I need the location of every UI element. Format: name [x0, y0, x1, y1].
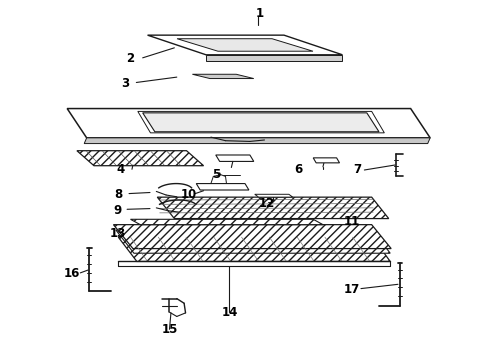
Polygon shape	[147, 35, 343, 55]
Polygon shape	[67, 109, 430, 138]
Text: 6: 6	[294, 163, 303, 176]
Polygon shape	[157, 197, 389, 219]
Polygon shape	[114, 225, 391, 249]
Polygon shape	[84, 138, 430, 144]
Text: 16: 16	[64, 267, 80, 280]
Polygon shape	[130, 219, 323, 225]
Polygon shape	[177, 39, 313, 51]
Text: 17: 17	[344, 283, 360, 296]
Polygon shape	[196, 184, 249, 190]
Polygon shape	[193, 74, 254, 78]
Text: 12: 12	[259, 197, 275, 210]
Text: 9: 9	[113, 204, 122, 217]
Text: 1: 1	[256, 8, 264, 21]
Text: 13: 13	[109, 227, 125, 240]
Text: 4: 4	[117, 163, 125, 176]
Text: 10: 10	[181, 188, 197, 201]
Polygon shape	[313, 158, 340, 163]
Polygon shape	[143, 113, 379, 132]
Polygon shape	[116, 230, 390, 253]
Polygon shape	[77, 151, 203, 166]
Polygon shape	[216, 155, 254, 161]
Text: 3: 3	[122, 77, 130, 90]
Polygon shape	[255, 194, 293, 197]
Text: 5: 5	[212, 168, 220, 181]
Text: 8: 8	[114, 188, 122, 201]
Text: 15: 15	[161, 323, 178, 336]
Polygon shape	[118, 237, 390, 261]
Text: 7: 7	[353, 163, 361, 176]
Text: 11: 11	[344, 215, 360, 228]
Text: 2: 2	[126, 52, 135, 65]
Text: 14: 14	[221, 306, 238, 319]
Polygon shape	[206, 55, 343, 61]
